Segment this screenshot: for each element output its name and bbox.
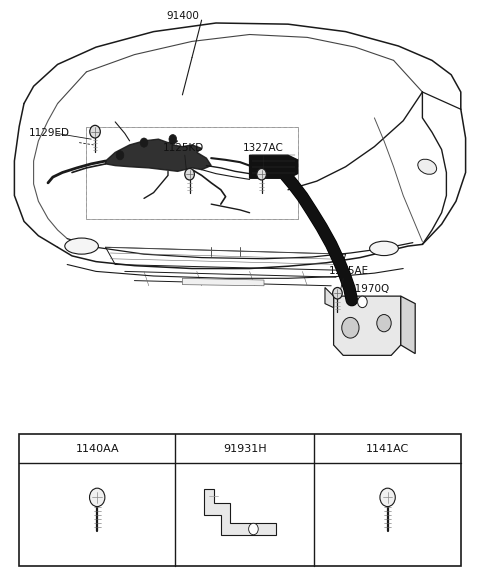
Polygon shape: [250, 155, 298, 178]
Text: 1125AE: 1125AE: [329, 266, 370, 277]
Polygon shape: [325, 288, 334, 308]
Text: 1129ED: 1129ED: [29, 128, 70, 139]
Polygon shape: [334, 296, 401, 355]
Text: 1327AC: 1327AC: [242, 143, 283, 154]
Text: 91931H: 91931H: [223, 443, 266, 454]
Ellipse shape: [65, 238, 98, 254]
Text: 91400: 91400: [166, 11, 199, 21]
Text: 1140AA: 1140AA: [75, 443, 119, 454]
Ellipse shape: [418, 159, 437, 174]
Circle shape: [342, 317, 359, 338]
Circle shape: [380, 488, 396, 507]
Text: 1125KD: 1125KD: [163, 143, 204, 154]
Ellipse shape: [370, 242, 398, 255]
Circle shape: [90, 125, 100, 138]
Circle shape: [333, 288, 342, 299]
Polygon shape: [106, 139, 211, 171]
Circle shape: [140, 138, 148, 147]
Bar: [19, 434, 461, 566]
Circle shape: [89, 488, 105, 507]
Polygon shape: [182, 278, 264, 286]
Polygon shape: [401, 296, 415, 354]
Circle shape: [358, 296, 367, 308]
Circle shape: [116, 151, 124, 160]
Circle shape: [249, 523, 258, 535]
Text: 91970Q: 91970Q: [348, 283, 389, 294]
Circle shape: [377, 315, 391, 332]
Text: 1141AC: 1141AC: [366, 443, 409, 454]
Circle shape: [169, 135, 177, 144]
Polygon shape: [204, 489, 276, 535]
Circle shape: [185, 168, 194, 180]
Circle shape: [257, 168, 266, 180]
